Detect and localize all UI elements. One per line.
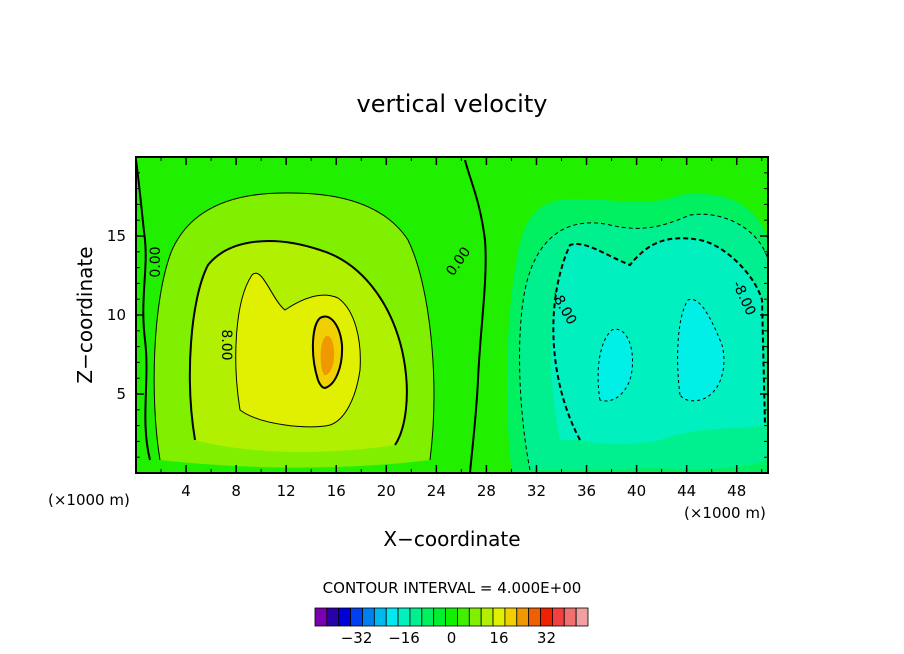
colorbar-swatch [528,607,541,627]
colorbar-swatch [314,607,328,627]
x-unit-right: (×1000 m) [684,504,766,522]
contour-neg8 [552,237,766,441]
colorbar-swatch [468,607,482,627]
colorbar-swatch [373,607,387,627]
colorbar-swatch [385,607,399,627]
y-axis: 5 10 15 [107,172,768,458]
region-neg-8 [550,238,765,444]
region-neg-12 [598,329,633,401]
colorbar-swatch [540,607,553,627]
colorbar-swatch [504,607,518,627]
contour-4 [153,192,435,461]
contour-interval: CONTOUR INTERVAL = 4.000E+00 [323,579,582,597]
contour-label: 0.00 [148,246,164,277]
colorbar-swatch [492,607,506,627]
contour-12 [235,272,361,428]
contour-neg12a [597,328,634,402]
region-pos-12 [235,273,361,427]
colorbar-swatch [409,607,423,627]
colorbar-tick-label: 32 [537,629,556,647]
colorbar-swatch [480,607,494,627]
contour-field: 0.00 0.00 8.00 -8.00 -8.00 [136,157,768,473]
colorbar-tick-label: −32 [341,629,373,647]
x-axis: 4 8 12 16 20 24 28 32 36 40 44 48 [160,157,763,500]
colorbar-tick-label: −16 [388,629,420,647]
colorbar-swatch [433,607,446,627]
y-tick-label: 5 [116,385,126,403]
x-tick-label: 32 [527,482,546,500]
colorbar-swatch [362,607,375,627]
contour-zero-mid [464,159,487,473]
x-tick-label: 4 [181,482,191,500]
x-tick-label: 44 [677,482,696,500]
region-pos-20 [320,335,335,376]
colorbar-swatch [421,607,435,627]
colorbar-swatch [457,607,470,627]
colorbar-swatch [516,607,530,627]
colorbar-swatch [575,607,589,627]
contour-zero-left [136,159,151,461]
x-tick-label: 28 [477,482,496,500]
colorbar-swatch [445,607,458,627]
y-axis-label: Z−coordinate [73,246,97,383]
colorbar-swatch [563,607,577,627]
contour-8 [188,240,408,446]
contour-neg4 [519,213,768,471]
y-tick-label: 10 [107,306,126,324]
contour-16 [311,315,344,390]
x-axis-label: X−coordinate [383,527,520,551]
colorbar-swatch [326,607,340,627]
colorbar-swatch [397,607,411,627]
x-tick-label: 24 [427,482,446,500]
x-tick-label: 36 [577,482,596,500]
x-tick-label: 8 [231,482,241,500]
y-tick-label: 15 [107,227,126,245]
x-tick-label: 12 [277,482,296,500]
x-tick-label: 48 [727,482,746,500]
contour-label: 8.00 [218,329,234,360]
x-tick-label: 20 [377,482,396,500]
x-tick-label: 16 [327,482,346,500]
colorbar-tick-label: 0 [447,629,457,647]
region-neg-12b [677,299,724,401]
contour-neg12b [677,298,725,402]
x-unit-left: (×1000 m) [48,491,130,509]
colorbar-swatch [551,607,565,627]
colorbar-swatch [338,607,352,627]
chart-title: vertical velocity [357,90,548,118]
colorbar: −32 −16 0 16 32 [314,607,589,647]
x-tick-label: 40 [627,482,646,500]
colorbar-tick-label: 16 [489,629,508,647]
colorbar-swatch [350,607,363,627]
